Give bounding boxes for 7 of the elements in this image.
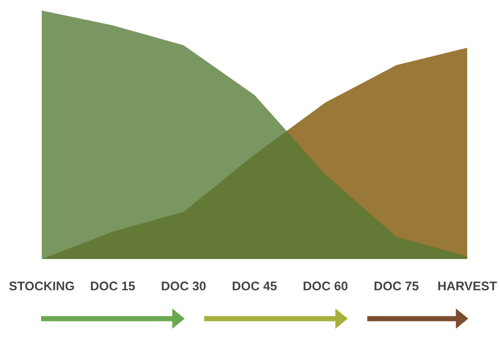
x-tick-label: STOCKING bbox=[9, 282, 74, 290]
x-tick-label: DOC 15 bbox=[90, 282, 135, 290]
x-tick-label: DOC 30 bbox=[162, 282, 206, 290]
x-tick-label: DOC 60 bbox=[304, 282, 348, 290]
x-tick-label: DOC 75 bbox=[374, 282, 419, 290]
x-tick-label: HARVEST bbox=[438, 282, 497, 290]
x-tick-label: DOC 45 bbox=[232, 282, 277, 290]
